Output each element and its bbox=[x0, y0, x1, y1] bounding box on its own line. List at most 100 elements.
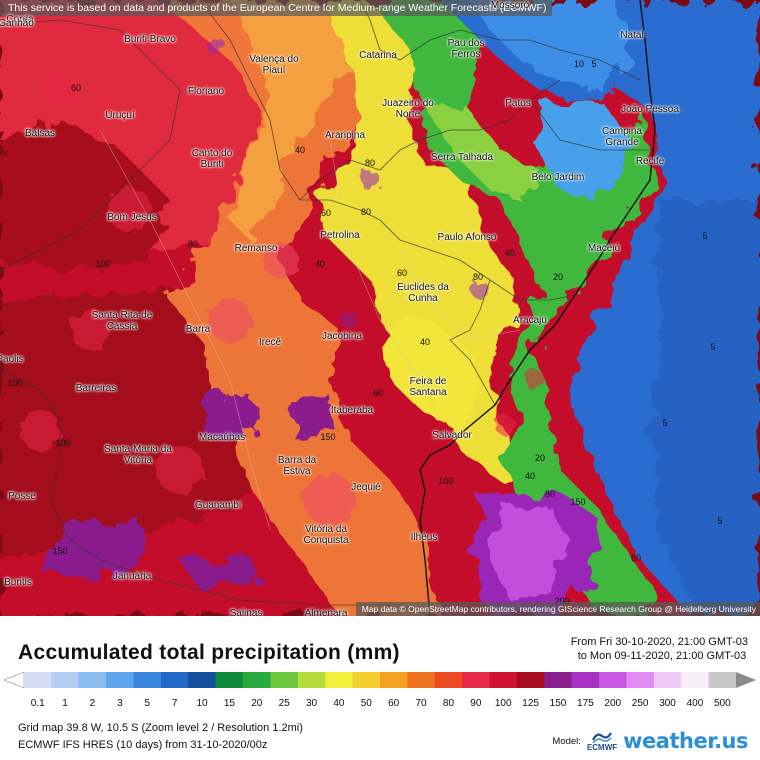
time-range: From Fri 30-10-2020, 21:00 GMT-03 to Mon… bbox=[571, 635, 748, 663]
contour-label: 60 bbox=[70, 83, 82, 93]
colorbar-label: 30 bbox=[305, 698, 318, 709]
map-canvas bbox=[0, 0, 760, 616]
city-label-ilheus: Ilhéus bbox=[410, 532, 438, 543]
city-label-catarina: Catarina bbox=[359, 50, 397, 61]
ecmwf-text: ECMWF bbox=[586, 743, 618, 752]
contour-label: 80 bbox=[364, 158, 376, 168]
colorbar-label: 1 bbox=[62, 698, 68, 709]
colorbar-label: 15 bbox=[223, 698, 235, 709]
colorbar-swatch bbox=[626, 672, 655, 688]
precipitation-map[interactable]: This service is based on data and produc… bbox=[0, 0, 760, 616]
contour-label: 20 bbox=[552, 272, 564, 282]
colorbar-swatch bbox=[352, 672, 381, 688]
city-label-recife: Recife bbox=[635, 156, 665, 167]
contour-label: 40 bbox=[504, 248, 516, 258]
city-label-patos: Patos bbox=[505, 98, 531, 109]
city-label-urucui: Uruçuí bbox=[105, 110, 135, 121]
ecmwf-logo[interactable]: ECMWF bbox=[587, 730, 617, 752]
colorbar-label: 3 bbox=[117, 698, 123, 709]
contour-label: 80 bbox=[472, 272, 484, 282]
colorbar-labels: 0.1 1 2 3 5 7 10 15 20 25 30 40 50 60 70 80 90 100 125 150 1… bbox=[0, 698, 760, 710]
contour-label: 60 bbox=[396, 268, 408, 278]
city-label-ganhao: Ganhão bbox=[0, 18, 34, 29]
contour-label: 100 bbox=[95, 259, 111, 269]
colorbar-swatch bbox=[434, 672, 463, 688]
city-label-serra-talhada: Serra Talhada bbox=[430, 152, 494, 163]
city-label-irece: Irecê bbox=[258, 337, 282, 348]
model-run-info: ECMWF IFS HRES (10 days) from 31-10-2020… bbox=[18, 739, 268, 751]
colorbar-swatch bbox=[599, 672, 627, 688]
city-label-santa-maria-da-vitoria: Santa Maria da Vitória bbox=[104, 444, 172, 466]
city-label-petrolina: Petrolina bbox=[320, 230, 360, 241]
contour-label: 5 bbox=[710, 342, 716, 352]
colorbar-swatch bbox=[462, 672, 491, 688]
contour-label: 5 bbox=[717, 516, 723, 526]
city-label-campina-grande: Campina Grande bbox=[601, 126, 643, 148]
colorbar-swatch bbox=[681, 672, 710, 688]
colorbar-swatch bbox=[160, 672, 189, 688]
colorbar-label: 80 bbox=[442, 698, 455, 709]
colorbar-swatch bbox=[407, 672, 436, 688]
model-label: Model: bbox=[552, 735, 581, 747]
city-label-joao-pessoa: João Pessoa bbox=[621, 104, 679, 115]
contour-label: 40 bbox=[314, 259, 326, 269]
city-label-feira-de-santana: Feira de Santana bbox=[409, 376, 447, 398]
colorbar-label: 400 bbox=[686, 698, 704, 709]
weather-us-logo[interactable]: weather.us bbox=[623, 729, 748, 753]
colorbar-swatch bbox=[544, 672, 573, 688]
city-label-pau-dos-ferros: Pau dos Ferros bbox=[447, 38, 485, 60]
contour-label: 5 bbox=[662, 418, 668, 428]
map-attribution: Map data © OpenStreetMap contributors, r… bbox=[355, 602, 760, 616]
contour-label: 5 bbox=[702, 231, 708, 241]
contour-label: 60 bbox=[630, 553, 642, 563]
contour-label: 5 bbox=[591, 59, 597, 69]
ecmwf-swirl-icon bbox=[592, 732, 613, 744]
colorbar-min-arrow bbox=[4, 672, 25, 688]
colorbar-swatch bbox=[106, 672, 135, 688]
colorbar-swatch bbox=[24, 672, 52, 688]
city-label-remanso: Remanso bbox=[234, 243, 278, 254]
chart-title: Accumulated total precipitation (mm) bbox=[18, 641, 400, 664]
state-borders bbox=[0, 0, 650, 616]
colorbar-swatch bbox=[571, 672, 600, 688]
range-from: From Fri 30-10-2020, 21:00 GMT-03 bbox=[570, 636, 748, 648]
city-label-aracaju: Aracaju bbox=[513, 315, 547, 326]
range-to: to Mon 09-11-2020, 21:00 GMT-03 bbox=[577, 650, 747, 662]
coastline bbox=[419, 0, 656, 616]
city-label-buritis: Buritis bbox=[4, 577, 32, 588]
colorbar-label: 125 bbox=[522, 698, 539, 709]
city-label-canto-do-buriti: Canto do Buriti bbox=[191, 148, 233, 170]
city-label-araripina: Araripina bbox=[324, 130, 366, 141]
contour-label: 40 bbox=[419, 337, 431, 347]
colorbar-max-arrow bbox=[736, 672, 756, 688]
colorbar-label: 200 bbox=[604, 698, 622, 709]
colorbar-label: 40 bbox=[333, 698, 345, 709]
colorbar-swatch bbox=[653, 672, 682, 688]
city-label-corda: Corda bbox=[6, 14, 34, 25]
colorbar-label: 25 bbox=[278, 698, 290, 709]
colorbar-swatch bbox=[297, 672, 326, 688]
colorbar-label: 5 bbox=[144, 698, 150, 709]
city-label-jequie: Jequié bbox=[351, 482, 381, 493]
city-label-maceio: Maceió bbox=[587, 243, 621, 254]
colorbar-label: 10 bbox=[196, 698, 208, 709]
colorbar bbox=[4, 672, 756, 688]
colorbar-label: 7 bbox=[171, 698, 178, 709]
city-label-floriano: Floriano bbox=[187, 86, 225, 97]
colorbar-label: 175 bbox=[577, 698, 594, 709]
city-label-belo-jardim: Belo Jardim bbox=[531, 172, 585, 183]
colorbar-label: 500 bbox=[713, 698, 731, 709]
city-label-macaubas: Macaúbas bbox=[198, 432, 246, 443]
colorbar-label: 90 bbox=[470, 698, 482, 709]
city-label-barra: Barra bbox=[185, 324, 211, 335]
colorbar-label: 2 bbox=[89, 698, 96, 709]
city-label-guanambi: Guanambi bbox=[194, 500, 242, 511]
city-label-valenca-do-piaui: Valença do Piauí bbox=[249, 54, 299, 76]
contour-label: 100 bbox=[55, 438, 71, 448]
city-label-salvador: Salvador bbox=[432, 430, 472, 441]
city-label-almenara: Almenara bbox=[304, 608, 348, 616]
colorbar-label: 50 bbox=[360, 698, 372, 709]
contour-label: 80 bbox=[544, 489, 556, 499]
colorbar-swatch bbox=[489, 672, 518, 688]
city-label-jacobina: Jacobina bbox=[321, 331, 363, 342]
